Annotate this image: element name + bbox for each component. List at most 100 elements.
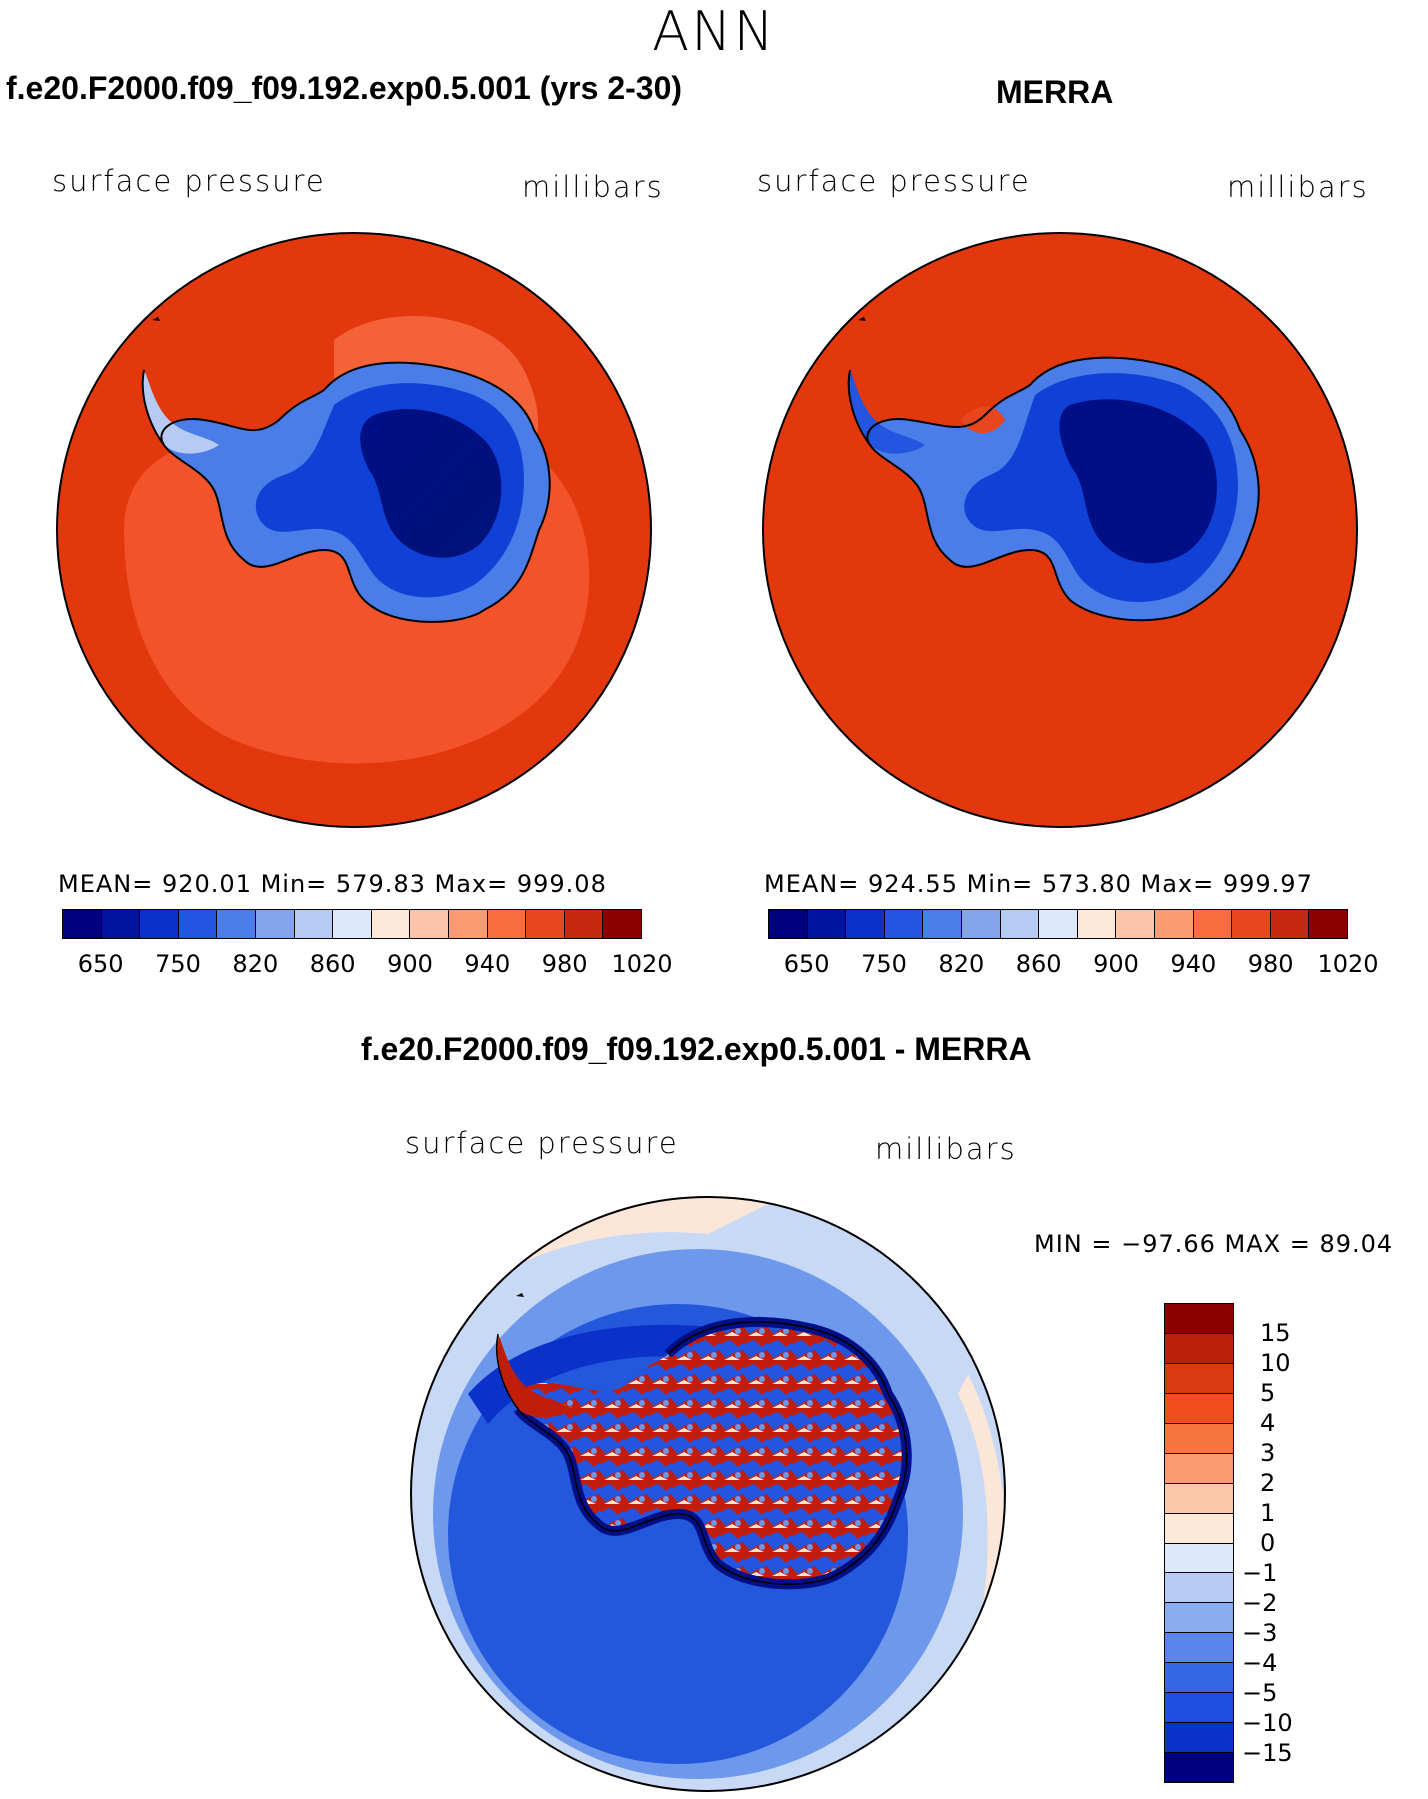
diff-colorbar	[1164, 1303, 1234, 1783]
colorbar-swatch	[1165, 1633, 1233, 1664]
colorbar-swatch	[961, 910, 1001, 938]
colorbar-swatch	[1165, 1723, 1233, 1754]
colorbar-tick-label: 820	[232, 950, 279, 978]
model-ice-deep	[360, 409, 502, 558]
obs-colorbar-ticks: 650 750 820 860 900 940 980 1020	[768, 950, 1379, 980]
colorbar-tick-label: 900	[1093, 950, 1139, 978]
colorbar-swatch	[333, 910, 372, 938]
colorbar-tick-label: 1020	[1317, 950, 1379, 978]
colorbar-swatch	[1165, 1483, 1233, 1514]
colorbar-swatch	[526, 910, 565, 938]
colorbar-swatch	[884, 910, 924, 938]
colorbar-tick-label: 980	[541, 950, 588, 978]
diff-stats: MIN = −97.66 MAX = 89.04	[1034, 1230, 1394, 1258]
colorbar-swatch	[1165, 1423, 1233, 1454]
colorbar-swatch	[603, 910, 641, 938]
model-polar-map	[56, 232, 652, 828]
page-title: ANN	[652, 0, 776, 63]
colorbar-tick-label: 750	[861, 950, 907, 978]
colorbar-swatch	[448, 910, 488, 938]
obs-stats: MEAN= 924.55 Min= 573.80 Max= 999.97	[764, 870, 1313, 898]
diff-pale-right	[958, 1374, 1005, 1614]
colorbar-tick-label: 15	[1260, 1319, 1291, 1347]
colorbar-swatch	[101, 910, 141, 938]
colorbar-swatch	[1000, 910, 1040, 938]
diff-variable-label: surface pressure	[405, 1126, 679, 1160]
colorbar-tick-label: 940	[464, 950, 511, 978]
obs-coastline	[847, 356, 1260, 622]
obs-panel-title: MERRA	[996, 74, 1114, 110]
colorbar-swatch	[63, 910, 102, 938]
colorbar-swatch	[1165, 1453, 1233, 1484]
obs-units-label: millibars	[1227, 170, 1369, 204]
model-coastline	[141, 361, 551, 623]
colorbar-swatch	[769, 910, 808, 938]
colorbar-tick-label: −2	[1242, 1589, 1278, 1617]
colorbar-swatch	[1039, 910, 1078, 938]
colorbar-tick-label: 5	[1260, 1379, 1276, 1407]
colorbar-swatch	[923, 910, 962, 938]
colorbar-swatch	[846, 910, 885, 938]
colorbar-tick-label: −15	[1242, 1739, 1293, 1767]
colorbar-swatch	[178, 910, 218, 938]
colorbar-swatch	[294, 910, 334, 938]
colorbar-tick-label: 10	[1260, 1349, 1291, 1377]
colorbar-swatch	[1165, 1543, 1233, 1574]
colorbar-swatch	[564, 910, 604, 938]
diff-colorbar-ticks: 15 10 5 4 3 2 1 0 −1 −2 −3 −4 −5 −10 −15	[1242, 1303, 1368, 1783]
colorbar-swatch	[1165, 1573, 1233, 1604]
colorbar-tick-label: 900	[387, 950, 433, 978]
colorbar-swatch	[1232, 910, 1271, 938]
colorbar-tick-label: −10	[1242, 1709, 1293, 1737]
colorbar-swatch	[1116, 910, 1155, 938]
diff-polar-map	[410, 1196, 1006, 1792]
model-panel-title: f.e20.F2000.f09_f09.192.exp0.5.001 (yrs …	[6, 70, 683, 106]
colorbar-swatch	[217, 910, 256, 938]
obs-colorbar	[768, 909, 1348, 939]
colorbar-swatch	[807, 910, 847, 938]
colorbar-tick-label: 860	[1015, 950, 1062, 978]
colorbar-tick-label: −3	[1242, 1619, 1278, 1647]
model-variable-label: surface pressure	[52, 164, 326, 198]
colorbar-tick-label: −5	[1242, 1679, 1278, 1707]
colorbar-swatch	[1165, 1363, 1233, 1394]
colorbar-tick-label: 820	[938, 950, 985, 978]
obs-polar-map	[762, 232, 1358, 828]
colorbar-tick-label: −1	[1242, 1559, 1278, 1587]
obs-variable-label: surface pressure	[757, 164, 1031, 198]
diff-continent-field	[515, 1321, 907, 1585]
colorbar-swatch	[1165, 1393, 1233, 1424]
colorbar-swatch	[1165, 1513, 1233, 1544]
diff-coastline	[495, 1321, 908, 1585]
colorbar-tick-label: 1020	[611, 950, 673, 978]
diff-peninsula	[496, 1334, 573, 1418]
colorbar-tick-label: 2	[1260, 1469, 1276, 1497]
obs-red-tongue	[960, 406, 1005, 434]
model-colorbar	[62, 909, 642, 939]
colorbar-tick-label: 1	[1260, 1499, 1276, 1527]
diff-panel-title: f.e20.F2000.f09_f09.192.exp0.5.001 - MER…	[361, 1031, 1032, 1067]
colorbar-swatch	[1165, 1753, 1233, 1782]
colorbar-swatch	[1270, 910, 1310, 938]
colorbar-tick-label: 650	[77, 950, 124, 978]
colorbar-tick-label: −4	[1242, 1649, 1278, 1677]
obs-ice-deep	[1059, 399, 1217, 564]
colorbar-tick-label: 860	[309, 950, 356, 978]
diff-units-label: millibars	[875, 1132, 1017, 1166]
colorbar-swatch	[1165, 1663, 1233, 1694]
colorbar-swatch	[255, 910, 295, 938]
colorbar-swatch	[487, 910, 527, 938]
colorbar-tick-label: 650	[783, 950, 830, 978]
colorbar-swatch	[1193, 910, 1233, 938]
colorbar-tick-label: 0	[1260, 1529, 1276, 1557]
colorbar-swatch	[140, 910, 179, 938]
colorbar-swatch	[1165, 1304, 1233, 1334]
colorbar-swatch	[1165, 1693, 1233, 1724]
colorbar-swatch	[410, 910, 449, 938]
model-units-label: millibars	[522, 170, 664, 204]
colorbar-tick-label: 4	[1260, 1409, 1276, 1437]
colorbar-tick-label: 940	[1170, 950, 1217, 978]
colorbar-tick-label: 3	[1260, 1439, 1276, 1467]
colorbar-swatch	[1154, 910, 1194, 938]
colorbar-tick-label: 750	[155, 950, 201, 978]
